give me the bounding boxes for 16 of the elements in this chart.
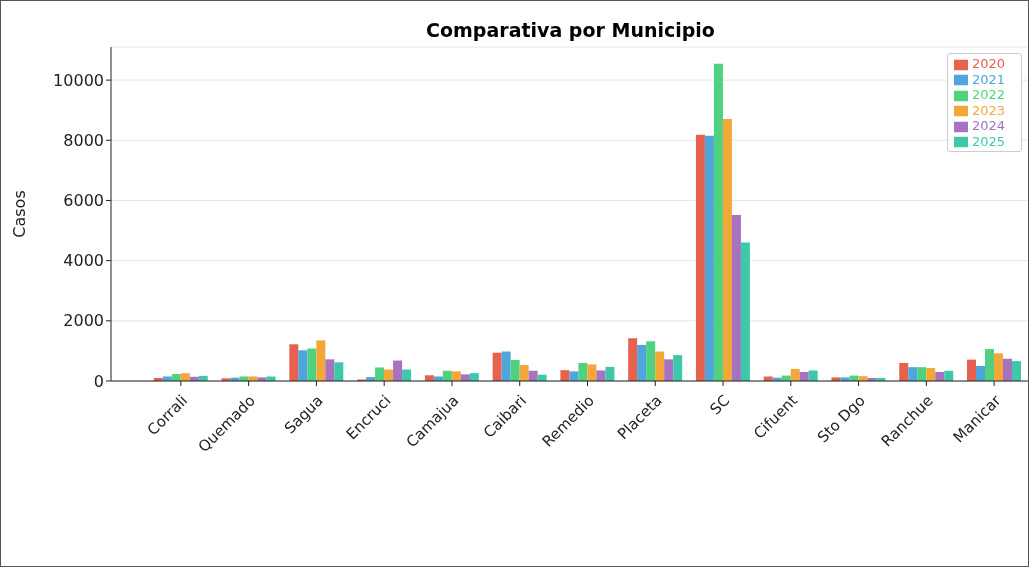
legend-label: 2021: [971, 71, 1005, 87]
legend-label: 2023: [971, 102, 1005, 118]
legend-label: 2025: [971, 133, 1005, 149]
y-tick-label: 10000: [53, 70, 104, 90]
legend-label: 2022: [971, 87, 1005, 102]
y-axis-title: Casos: [9, 190, 29, 238]
y-tick-label: 6000: [63, 191, 104, 211]
legend-label: 2024: [971, 118, 1005, 133]
y-tick-label: 8000: [63, 130, 104, 150]
x-tick-label: SC: [706, 391, 734, 419]
y-tick-label: 2000: [63, 311, 104, 331]
y-tick-label: 0: [93, 371, 104, 391]
x-tick-label: Sto Dgo: [813, 391, 869, 447]
chart-title: Comparativa por Municipio: [425, 19, 716, 41]
legend-label: 2020: [971, 56, 1005, 71]
y-tick-label: 4000: [63, 251, 104, 271]
